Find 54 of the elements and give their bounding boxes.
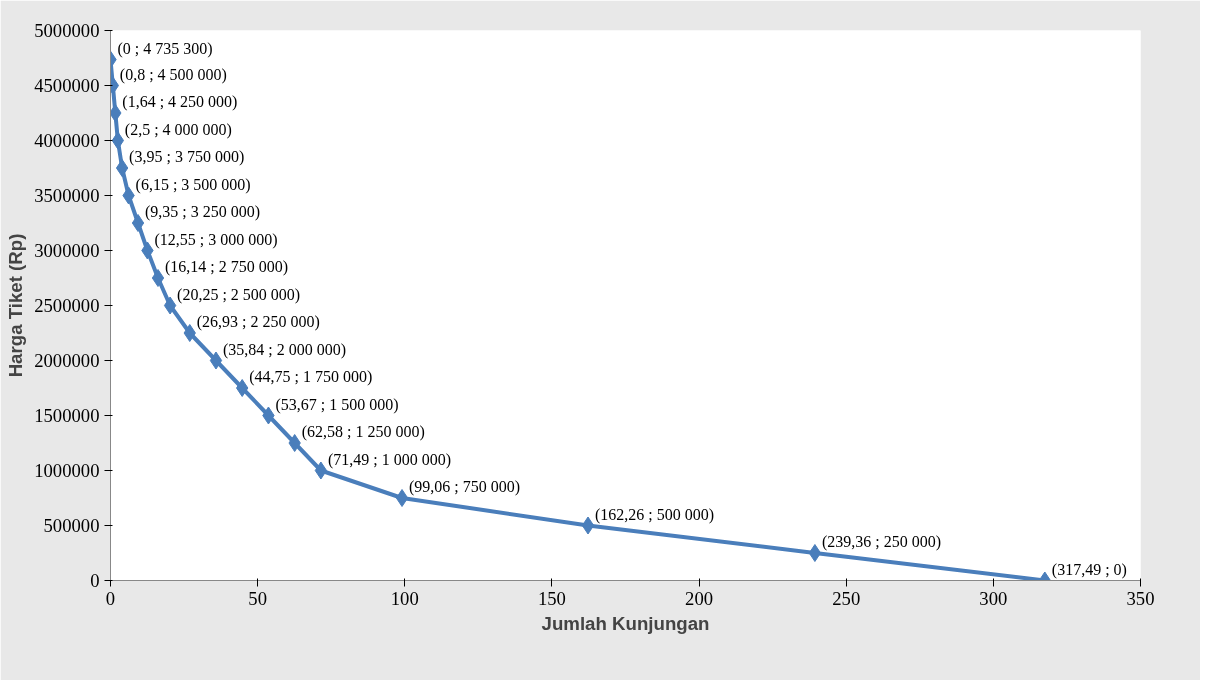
data-label: (6,15 ; 3 500 000) xyxy=(135,175,251,194)
x-tick-label: 50 xyxy=(248,587,267,609)
data-label: (16,14 ; 2 750 000) xyxy=(165,258,289,276)
data-label: (162,26 ; 500 000) xyxy=(595,505,715,524)
point xyxy=(581,516,595,535)
point xyxy=(288,434,301,452)
point xyxy=(183,324,196,342)
data-label: (317,49 ; 0) xyxy=(1051,560,1127,579)
x-tick-label: 350 xyxy=(1126,587,1155,609)
point xyxy=(395,489,409,507)
data-label: (71,49 ; 1 000 000) xyxy=(327,450,451,469)
y-tick-label: 1500000 xyxy=(34,405,100,426)
x-axis-title: Jumlah Kunjungan xyxy=(541,612,710,634)
y-axis-title: Harga Tiket (Rp) xyxy=(5,233,27,378)
x-tick-label: 0 xyxy=(105,587,116,609)
y-tick-label: 500000 xyxy=(43,515,100,536)
data-label: (44,75 ; 1 750 000) xyxy=(249,368,373,386)
y-tick-label: 1000000 xyxy=(34,460,100,481)
data-label: (239,36 ; 250 000) xyxy=(821,533,942,551)
data-label: (35,84 ; 2 000 000) xyxy=(222,340,347,359)
point xyxy=(314,461,328,480)
data-label: (3,95 ; 3 750 000) xyxy=(129,148,245,166)
data-label: (62,58 ; 1 250 000) xyxy=(301,423,425,441)
data-label: (26,93 ; 2 250 000) xyxy=(196,313,320,331)
point xyxy=(209,351,223,370)
y-tick-label: 4500000 xyxy=(34,75,100,96)
point xyxy=(236,379,249,397)
x-tick-label: 250 xyxy=(832,587,861,609)
data-label: (53,67 ; 1 500 000) xyxy=(275,395,399,414)
y-tick-label: 2000000 xyxy=(34,350,100,371)
data-label: (0 ; 4 735 300) xyxy=(117,39,213,58)
x-tick-label: 300 xyxy=(979,587,1008,609)
data-label: (99,06 ; 750 000) xyxy=(409,478,521,496)
point xyxy=(163,296,177,315)
point xyxy=(131,214,145,232)
point xyxy=(115,159,129,177)
x-tick-label: 150 xyxy=(537,587,566,609)
data-label: (9,35 ; 3 250 000) xyxy=(145,203,261,221)
x-tick-label: 200 xyxy=(685,587,714,609)
point xyxy=(808,544,822,562)
y-tick-label: 5000000 xyxy=(34,20,100,41)
data-label: (20,25 ; 2 500 000) xyxy=(177,285,301,304)
point xyxy=(111,131,125,150)
y-tick-label: 4000000 xyxy=(34,130,100,151)
y-tick-label: 3500000 xyxy=(34,185,100,206)
y-tick-label: 2500000 xyxy=(34,295,100,316)
data-label: (0,8 ; 4 500 000) xyxy=(119,65,227,84)
data-label: (12,55 ; 3 000 000) xyxy=(154,230,278,249)
x-tick-label: 100 xyxy=(390,587,419,609)
point xyxy=(151,269,165,287)
y-tick-label: 0 xyxy=(90,570,100,591)
y-tick-label: 3000000 xyxy=(34,240,100,261)
data-label: (1,64 ; 4 250 000) xyxy=(122,93,238,111)
data-label: (2,5 ; 4 000 000) xyxy=(124,120,232,139)
